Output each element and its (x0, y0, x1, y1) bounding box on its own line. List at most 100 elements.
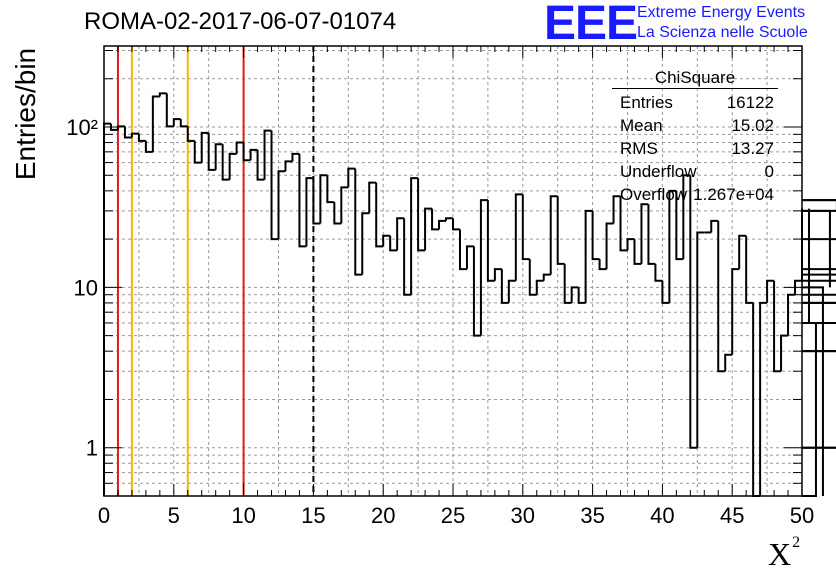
histogram-bin (689, 175, 698, 449)
x-tick-label: 20 (371, 503, 395, 528)
stats-key: Underflow (620, 162, 697, 181)
histogram-bin (312, 178, 321, 225)
histogram-bin (507, 279, 516, 303)
x-tick-label: 30 (511, 503, 535, 528)
stats-title: ChiSquare (612, 64, 778, 89)
stats-value: 15.02 (731, 116, 774, 135)
histogram-bin (802, 322, 817, 497)
stats-value: 1.267e+04 (693, 185, 774, 204)
histogram-bin (298, 153, 307, 248)
histogram-bin (340, 186, 349, 224)
histogram-bin (305, 177, 314, 247)
histogram-bin (389, 235, 398, 252)
histogram-bin (228, 152, 237, 180)
histogram-bin (103, 122, 111, 496)
histogram-bin (445, 217, 453, 221)
stats-row-overflow: Overflow 1.267e+04 (612, 181, 778, 204)
logo-caption-line-1: Extreme Energy Events (637, 4, 806, 21)
histogram-bin (612, 195, 621, 224)
histogram-bin (647, 204, 656, 265)
x-tick-label: 25 (441, 503, 465, 528)
histogram-bin (256, 149, 265, 181)
stats-row-underflow: Underflow 0 (612, 158, 778, 181)
histogram-bin (802, 268, 836, 271)
stats-value: 0 (764, 162, 774, 181)
stats-key: RMS (620, 139, 658, 158)
y-tick-label: 10² (66, 115, 98, 140)
histogram-bin (424, 207, 433, 251)
histogram-bin (766, 279, 775, 303)
histogram-bin (556, 196, 565, 265)
y-tick-label: 10 (74, 275, 98, 300)
histogram-bin (521, 194, 530, 261)
x-tick-label: 5 (168, 503, 180, 528)
histogram-bin (479, 199, 488, 336)
histogram-bin (277, 170, 286, 240)
histogram-bin (375, 182, 384, 248)
histogram-bin (438, 219, 447, 230)
histogram-bin (486, 200, 495, 282)
histogram-bin (584, 209, 593, 303)
histogram-bin (200, 131, 209, 163)
histogram-bin (165, 93, 174, 128)
histogram-bin (333, 202, 342, 225)
histogram-bin (745, 235, 754, 304)
stats-key: Overflow (620, 185, 688, 204)
histogram-bin (591, 210, 600, 261)
histogram-bin (598, 259, 607, 271)
histogram-bin (633, 239, 642, 265)
histogram-bin (668, 189, 677, 303)
histogram-bin (696, 231, 705, 448)
histogram-bin (116, 125, 125, 130)
histogram-bin (682, 174, 691, 260)
histogram-bin (235, 141, 244, 154)
histogram-bin (802, 208, 810, 324)
histogram-bin (802, 209, 831, 288)
histogram-bin (605, 222, 614, 270)
histogram-bin (661, 280, 670, 304)
histogram-bin (431, 208, 440, 231)
histogram-bin (207, 132, 216, 171)
histogram-bin (410, 177, 419, 295)
histogram-bin (452, 218, 460, 231)
histogram-bin (354, 168, 363, 276)
histogram-bin (794, 279, 802, 295)
histogram-bin (417, 178, 426, 252)
histogram-bin (319, 174, 328, 224)
stats-value: 16122 (726, 93, 774, 112)
histogram-bin (802, 301, 836, 304)
histogram-bin (717, 220, 726, 373)
x-tick-label: 15 (301, 503, 325, 528)
x-tick-label: 10 (231, 503, 255, 528)
histogram-bin (221, 144, 230, 181)
histogram-bin (382, 234, 391, 247)
stats-row-mean: Mean 15.02 (612, 112, 778, 135)
histogram-bin (773, 280, 782, 373)
stats-row-rms: RMS 13.27 (612, 135, 778, 158)
histogram-bin (654, 263, 663, 282)
histogram-bin (577, 287, 586, 304)
histogram-bin (465, 245, 474, 270)
histogram-bin (570, 286, 579, 303)
histogram-bin (158, 92, 167, 97)
histogram-bin (802, 321, 836, 324)
histogram-bin (368, 181, 377, 214)
histogram-bin (514, 193, 523, 281)
histogram-bin (326, 175, 335, 204)
histogram-bin (151, 95, 160, 152)
stats-box: ChiSquare Entries 16122 Mean 15.02 RMS 1… (612, 64, 778, 204)
histogram-bin (640, 203, 649, 264)
x-tick-label: 45 (720, 503, 744, 528)
histogram-bin (137, 133, 146, 142)
histogram-bin (458, 229, 467, 271)
histogram-bin (284, 160, 293, 172)
histogram-bin (214, 143, 223, 170)
histogram-bin (172, 118, 181, 127)
histogram-bin (549, 195, 558, 275)
histogram-bin (179, 119, 188, 128)
histogram-bin (787, 293, 796, 336)
histogram-bin (361, 212, 370, 275)
histogram-bin (472, 246, 481, 337)
histogram-bin (270, 130, 279, 241)
